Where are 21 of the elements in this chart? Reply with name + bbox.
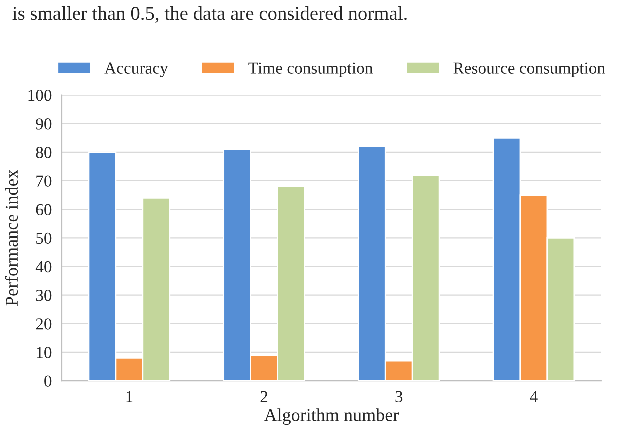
legend-label: Accuracy <box>104 62 168 78</box>
legend-label: Resource consumption <box>454 62 606 78</box>
y-tick-label: 100 <box>28 90 52 102</box>
y-tick-label: 60 <box>36 204 52 216</box>
x-tick-label: 1 <box>126 391 133 402</box>
y-tick-label: 70 <box>36 176 52 187</box>
y-axis-title: Performance index <box>5 170 18 306</box>
y-tick-label: 40 <box>36 261 52 273</box>
x-tick-label: 4 <box>530 391 538 402</box>
x-axis-title: Algorithm number <box>264 408 399 426</box>
x-tick-label: 3 <box>396 391 403 402</box>
text: is smaller than 0.5, the data are considered normal. <box>12 6 407 23</box>
y-tick-label: 10 <box>37 347 52 358</box>
y-tick-label: 0 <box>44 376 52 387</box>
y-tick-label: 80 <box>36 147 52 158</box>
y-tick-label: 30 <box>36 290 52 302</box>
legend-label: Time consumption <box>248 62 373 78</box>
y-tick-label: 20 <box>36 318 52 330</box>
y-tick-label: 50 <box>36 232 52 244</box>
y-tick-label: 90 <box>36 118 52 130</box>
x-tick-label: 2 <box>260 391 268 402</box>
